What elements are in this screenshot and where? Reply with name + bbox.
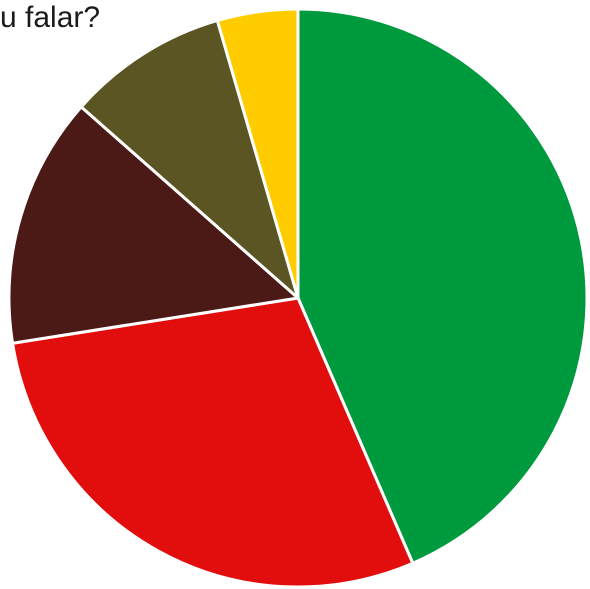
pie-slice-4	[79, 18, 300, 300]
pie-slice-1	[296, 7, 589, 565]
chart-title: u falar?	[0, 1, 101, 34]
pie-slice-5	[215, 7, 300, 300]
pie-slice-3	[7, 105, 300, 345]
pie-slices	[7, 7, 589, 589]
pie-slice-2	[11, 296, 415, 589]
